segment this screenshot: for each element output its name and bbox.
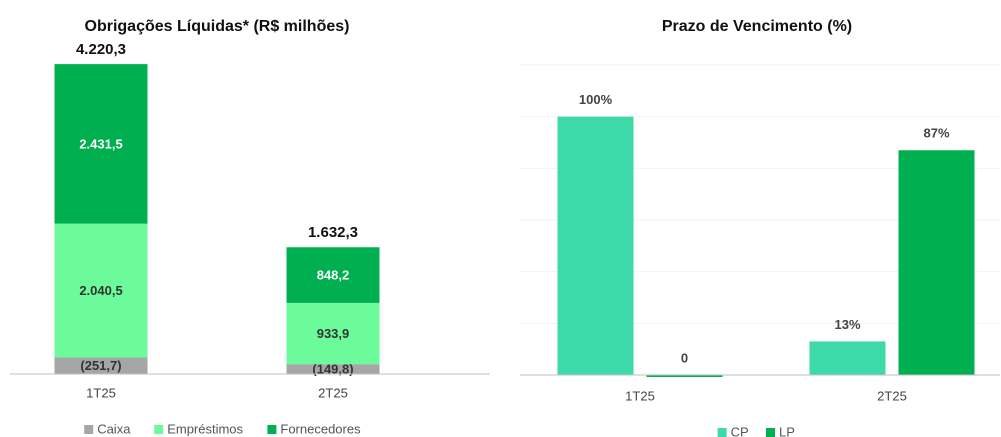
- legend-label: Empréstimos: [167, 421, 243, 436]
- legend-label: Caixa: [97, 421, 131, 436]
- bar-segment: [286, 364, 380, 374]
- legend-swatch: [154, 425, 164, 434]
- total-label: 1.632,3: [308, 224, 358, 241]
- bar: [898, 150, 975, 375]
- legend-swatch: [84, 425, 94, 434]
- data-label: (251,7): [80, 358, 121, 373]
- data-label: (149,8): [312, 362, 353, 377]
- x-tick-label: 2T25: [318, 385, 348, 400]
- legend-swatch: [766, 428, 775, 437]
- bar: [809, 341, 886, 375]
- chart-title: Prazo de Vencimento (%): [662, 18, 852, 35]
- bar-segment: [286, 302, 380, 365]
- data-label: 848,2: [317, 268, 350, 283]
- legend-label: CP: [731, 424, 749, 437]
- data-label: 2.040,5: [79, 283, 122, 298]
- x-tick-label: 1T25: [86, 385, 116, 400]
- legend-label: Fornecedores: [280, 421, 361, 436]
- total-label: 4.220,3: [76, 41, 126, 58]
- data-label: 13%: [834, 317, 860, 332]
- data-label: 933,9: [317, 326, 350, 341]
- legend-label: LP: [779, 424, 795, 437]
- data-label: 100%: [579, 92, 613, 107]
- bar-segment: [54, 223, 148, 358]
- bar-segment: [54, 64, 148, 224]
- bar-segment: [286, 247, 380, 303]
- bar: [557, 116, 634, 376]
- legend-swatch: [717, 428, 727, 437]
- legend-swatch: [267, 425, 277, 434]
- data-label: 2.431,5: [79, 136, 122, 151]
- data-label: 0: [681, 350, 688, 365]
- chart-title: Obrigações Líquidas* (R$ milhões): [85, 18, 350, 35]
- data-label: 87%: [923, 126, 949, 141]
- bar: [646, 375, 723, 377]
- x-tick-label: 1T25: [625, 388, 655, 403]
- x-tick-label: 2T25: [877, 388, 907, 403]
- bar-segment: [54, 357, 148, 374]
